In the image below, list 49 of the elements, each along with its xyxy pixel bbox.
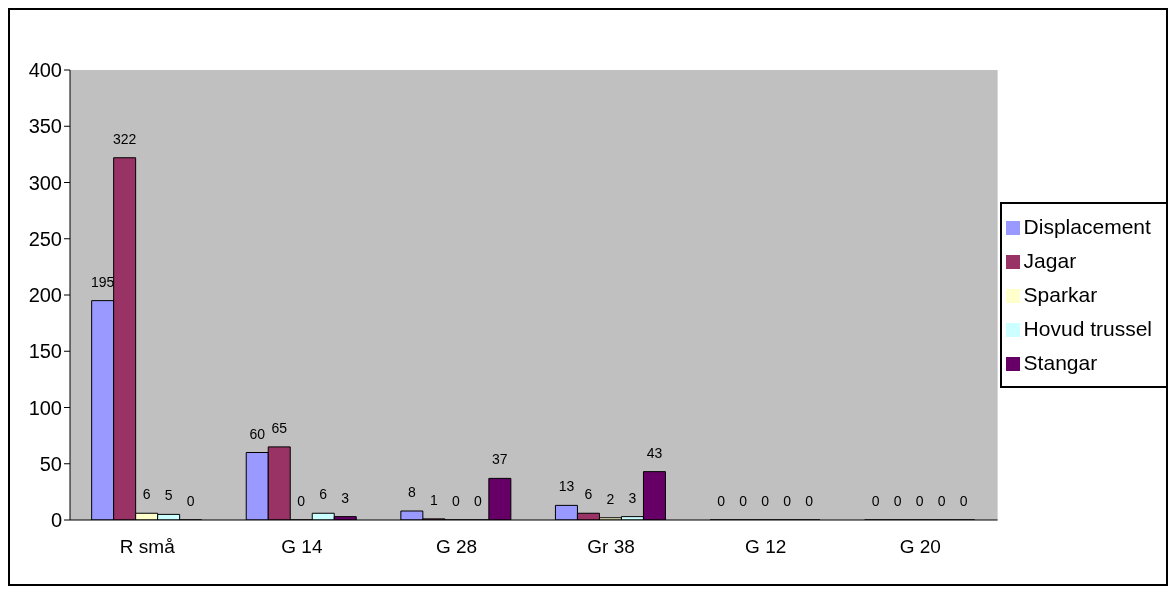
y-tick-label: 250 [28,227,62,250]
data-label: 0 [761,492,770,509]
data-label: 0 [959,492,968,509]
data-label: 0 [871,492,880,509]
data-label: 6 [584,486,593,503]
data-label: 5 [164,487,173,504]
y-tick-label: 0 [50,509,62,532]
data-label: 0 [805,492,814,509]
legend-label: Stangar [1023,351,1098,374]
data-label: 65 [271,419,288,436]
legend-label: Sparkar [1023,283,1098,306]
legend-label: Displacement [1023,215,1151,238]
y-tick-label: 50 [39,452,62,475]
data-label: 1 [429,491,438,508]
y-tick-label: 350 [28,115,62,138]
x-tick-label: G 12 [745,536,787,558]
x-tick-label: Gr 38 [587,536,635,558]
x-tick-label: G 28 [435,536,478,558]
legend-label: Jagar [1023,249,1077,272]
data-label: 0 [739,492,748,509]
y-tick-label: 400 [28,59,62,82]
data-label: 13 [558,478,575,495]
y-tick-label: 200 [28,284,62,307]
data-label: 0 [915,492,924,509]
x-tick-label: R små [119,536,176,558]
legend-label: Hovud trussel [1023,317,1152,340]
data-label: 3 [628,489,637,506]
data-label: 37 [492,451,508,468]
y-tick-label: 150 [28,340,62,363]
data-label: 43 [646,444,663,461]
data-label: 6 [142,486,151,503]
data-label: 0 [717,492,726,509]
data-label: 322 [112,130,137,147]
data-label: 60 [249,425,266,442]
x-tick-label: G 14 [281,536,323,558]
y-tick-label: 100 [28,396,62,419]
data-label: 2 [606,490,615,507]
data-label: 0 [473,492,482,509]
y-tick-label: 300 [28,171,62,194]
data-label: 3 [341,489,350,506]
data-label: 0 [186,492,195,509]
data-label: 0 [451,492,460,509]
data-label: 0 [893,492,902,509]
data-label: 6 [319,486,328,503]
data-label: 0 [937,492,946,509]
data-label: 0 [783,492,792,509]
data-label: 0 [297,492,306,509]
x-tick-label: G 20 [899,536,941,558]
data-label: 8 [407,484,416,500]
